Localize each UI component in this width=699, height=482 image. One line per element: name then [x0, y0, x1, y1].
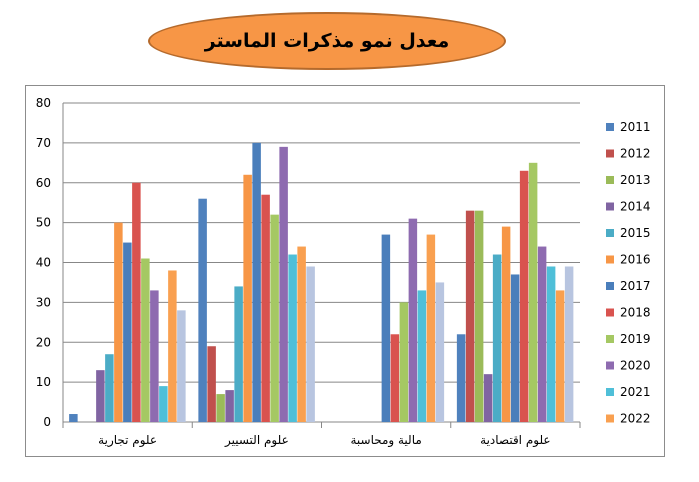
- bar: [435, 282, 445, 422]
- legend-swatch: [606, 282, 614, 290]
- y-tick-label: 50: [36, 216, 51, 230]
- bar: [159, 386, 168, 422]
- legend-swatch: [606, 123, 614, 131]
- bar: [564, 266, 574, 422]
- bar: [114, 222, 123, 422]
- bar: [408, 218, 418, 422]
- bar: [555, 290, 565, 422]
- bar: [399, 302, 409, 422]
- legend-swatch: [606, 335, 614, 343]
- bar: [132, 182, 141, 422]
- bar: [225, 390, 234, 422]
- bar: [216, 394, 225, 422]
- bar: [150, 290, 159, 422]
- legend-label: 2021: [620, 385, 651, 399]
- bar: [510, 274, 520, 422]
- legend-label: 2011: [620, 120, 651, 134]
- bar: [69, 414, 78, 422]
- legend-label: 2018: [620, 306, 651, 320]
- y-tick-label: 40: [36, 256, 51, 270]
- bar-chart: 0 10 20 30 40 50 60 70 80 علوم تجارية علوم التسيير…: [36, 96, 651, 448]
- bar: [123, 242, 132, 422]
- bar: [207, 346, 216, 422]
- bar: [465, 210, 475, 422]
- bar: [501, 226, 511, 422]
- bar: [168, 270, 177, 422]
- bar: [243, 174, 252, 422]
- legend-label: 2019: [620, 332, 651, 346]
- y-tick-label: 10: [36, 375, 51, 389]
- chart-frame: 0 10 20 30 40 50 60 70 80 علوم تجارية علوم التسيير…: [25, 85, 665, 457]
- legend-swatch: [606, 255, 614, 264]
- y-tick-label: 30: [36, 295, 51, 309]
- y-tick-label: 20: [36, 335, 51, 349]
- category-label: علوم اقتصادية: [480, 433, 550, 448]
- bar: [456, 334, 466, 422]
- bar: [96, 370, 105, 422]
- legend-label: 2015: [620, 226, 651, 240]
- category-label: مالية ومحاسبة: [350, 433, 421, 448]
- bar: [417, 290, 427, 422]
- legend-swatch: [606, 361, 614, 370]
- y-tick-label: 70: [36, 136, 51, 150]
- legend-label: 2013: [620, 173, 651, 187]
- legend-swatch: [606, 202, 614, 211]
- bar: [270, 214, 279, 422]
- bar: [279, 146, 288, 423]
- chart-title-banner: معدل نمو مذكرات الماستر: [148, 12, 506, 70]
- legend-swatch: [606, 229, 614, 237]
- chart-title: معدل نمو مذكرات الماستر: [204, 30, 450, 52]
- legend-label: 2022: [620, 412, 651, 426]
- legend-swatch: [606, 308, 614, 317]
- bar: [105, 354, 114, 422]
- bar: [537, 246, 547, 422]
- bar: [492, 254, 502, 422]
- bar: [390, 334, 400, 422]
- legend-label: 2014: [620, 200, 651, 214]
- category-label: علوم تجارية: [98, 433, 157, 448]
- bar: [141, 258, 150, 422]
- category-label: علوم التسيير: [224, 433, 289, 448]
- legend-swatch: [606, 414, 614, 423]
- legend-label: 2020: [620, 359, 651, 373]
- bar: [261, 194, 270, 422]
- y-tick-label: 60: [36, 176, 51, 190]
- bar: [426, 234, 436, 422]
- legend-swatch: [606, 388, 614, 396]
- bar: [528, 162, 538, 422]
- bar: [297, 246, 306, 422]
- bar: [198, 198, 207, 422]
- legend-label: 2012: [620, 147, 651, 161]
- legend-swatch: [606, 176, 614, 184]
- legend-label: 2016: [620, 253, 651, 267]
- bar: [519, 170, 529, 422]
- legend-swatch: [606, 149, 614, 158]
- bar: [288, 254, 297, 422]
- bar: [177, 310, 186, 422]
- bar: [306, 266, 315, 422]
- bar: [252, 142, 261, 422]
- legend-label: 2017: [620, 279, 651, 293]
- y-tick-label: 0: [43, 415, 51, 429]
- bar: [234, 286, 243, 422]
- y-tick-label: 80: [36, 96, 51, 110]
- bar: [483, 374, 493, 422]
- bar: [474, 210, 484, 422]
- bar: [381, 234, 391, 422]
- bar: [546, 266, 556, 422]
